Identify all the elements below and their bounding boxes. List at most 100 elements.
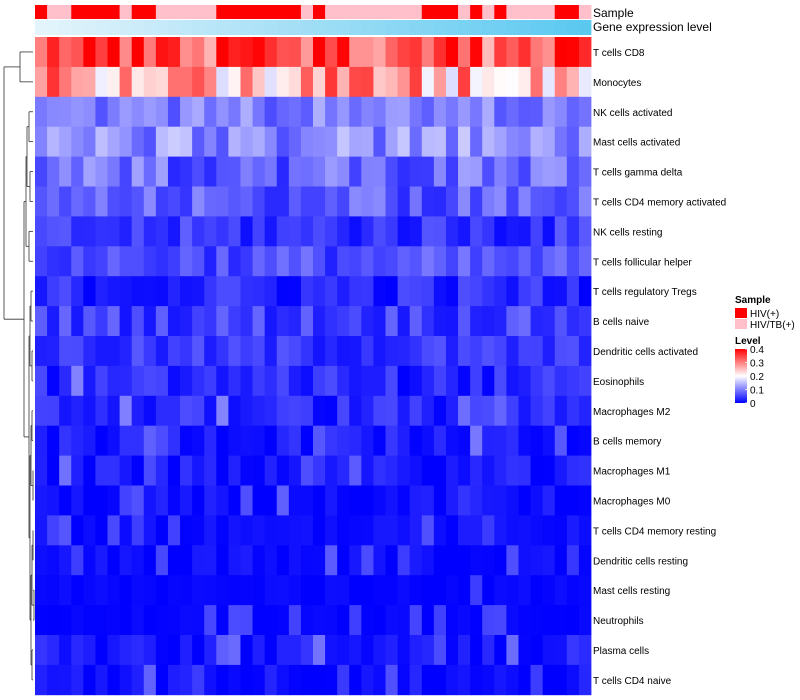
heatmap-cell bbox=[35, 485, 48, 516]
heatmap-cell bbox=[470, 515, 483, 546]
heatmap-cell bbox=[155, 336, 169, 367]
sample-annotation-cell bbox=[300, 5, 314, 19]
heatmap-cell bbox=[530, 664, 544, 696]
heatmap-cell bbox=[71, 96, 84, 128]
heatmap-cell bbox=[458, 66, 471, 98]
heatmap-cell bbox=[482, 126, 495, 157]
heatmap-cell bbox=[482, 545, 495, 576]
sample-annotation-cell bbox=[264, 5, 278, 19]
heatmap-cell bbox=[228, 156, 241, 187]
heatmap-cell bbox=[264, 96, 278, 128]
heatmap-cell bbox=[228, 485, 241, 516]
sample-annotation-cell bbox=[35, 5, 48, 19]
heatmap-cell bbox=[95, 186, 108, 217]
heatmap-cell bbox=[554, 186, 568, 217]
heatmap-cell bbox=[433, 365, 447, 397]
heatmap-cell bbox=[59, 216, 72, 247]
heatmap-cell bbox=[554, 66, 568, 98]
heatmap-cell bbox=[180, 455, 193, 486]
heatmap-cell bbox=[470, 395, 483, 427]
heatmap-cell bbox=[95, 336, 108, 367]
heatmap-cell bbox=[192, 455, 205, 486]
row-label: T cells CD4 memory activated bbox=[593, 197, 726, 208]
heatmap-cell bbox=[530, 126, 544, 157]
heatmap-cell bbox=[167, 485, 181, 516]
heatmap-cell bbox=[518, 455, 531, 486]
heatmap-cell bbox=[71, 545, 84, 576]
heatmap-cell bbox=[216, 246, 229, 277]
heatmap-cell bbox=[204, 515, 217, 546]
heatmap-cell bbox=[349, 96, 362, 128]
level-legend: Level 0.4 0.3 0.2 0.1 0 bbox=[735, 336, 764, 410]
heatmap-cell bbox=[482, 635, 495, 666]
heatmap-cell bbox=[409, 66, 423, 98]
heatmap-cell bbox=[180, 635, 193, 666]
heatmap-cell bbox=[216, 96, 229, 128]
heatmap-cell bbox=[494, 455, 507, 486]
heatmap-cell bbox=[264, 126, 278, 157]
heatmap-cell bbox=[300, 455, 314, 486]
heatmap-cell bbox=[385, 216, 399, 247]
heatmap-cell bbox=[458, 186, 471, 217]
heatmap-cell bbox=[578, 425, 592, 456]
row-label: Dendritic cells resting bbox=[593, 556, 688, 567]
heatmap-cell bbox=[216, 455, 229, 486]
heatmap-cell bbox=[95, 395, 108, 427]
heatmap-cell bbox=[518, 96, 531, 128]
heatmap-cell bbox=[530, 545, 544, 576]
heatmap-cell bbox=[506, 515, 519, 546]
heatmap-cell bbox=[421, 246, 435, 277]
heatmap-cell bbox=[204, 365, 217, 397]
heatmap-cell bbox=[216, 37, 229, 68]
heatmap-cell bbox=[373, 664, 386, 696]
heatmap-cell bbox=[131, 156, 145, 187]
heatmap-cell bbox=[518, 395, 531, 427]
heatmap-cell bbox=[445, 336, 459, 367]
heatmap-cell bbox=[506, 126, 519, 157]
heatmap-cell bbox=[95, 515, 108, 546]
heatmap-cell bbox=[155, 485, 169, 516]
heatmap-cell bbox=[71, 336, 84, 367]
heatmap-cell bbox=[542, 96, 556, 128]
heatmap-cell bbox=[482, 515, 495, 546]
heatmap-cell bbox=[494, 635, 507, 666]
heatmap-cell bbox=[107, 276, 121, 307]
heatmap-cell bbox=[421, 395, 435, 427]
heatmap-cell bbox=[167, 664, 181, 696]
heatmap-cell bbox=[385, 515, 399, 546]
gene-expression-cell bbox=[349, 20, 362, 35]
heatmap-cell bbox=[71, 515, 84, 546]
heatmap-cell bbox=[518, 246, 531, 277]
heatmap-cell bbox=[300, 395, 314, 427]
heatmap-cell bbox=[240, 66, 253, 98]
heatmap-cell bbox=[433, 336, 447, 367]
heatmap-cell bbox=[252, 216, 266, 247]
heatmap-cell bbox=[433, 635, 447, 666]
heatmap-cell bbox=[119, 605, 133, 636]
heatmap-cell bbox=[518, 635, 531, 666]
heatmap-cell bbox=[167, 336, 181, 367]
heatmap-cell bbox=[409, 515, 423, 546]
heatmap-cell bbox=[325, 455, 338, 486]
heatmap-cell bbox=[578, 336, 592, 367]
heatmap-cell bbox=[228, 545, 241, 576]
heatmap-cell bbox=[397, 336, 411, 367]
heatmap-cell bbox=[421, 186, 435, 217]
heatmap-cell bbox=[337, 96, 350, 128]
heatmap-cell bbox=[71, 485, 84, 516]
heatmap-cell bbox=[192, 276, 205, 307]
sample-annotation-cell bbox=[494, 5, 507, 19]
heatmap-cell bbox=[494, 515, 507, 546]
heatmap-cell bbox=[433, 246, 447, 277]
heatmap-cell bbox=[313, 545, 326, 576]
heatmap-cell bbox=[325, 635, 338, 666]
heatmap-cell bbox=[155, 545, 169, 576]
heatmap-cell bbox=[578, 306, 592, 337]
heatmap-cell bbox=[458, 664, 471, 696]
heatmap-cell bbox=[421, 545, 435, 576]
heatmap-cell bbox=[59, 365, 72, 397]
gene-expression-cell bbox=[71, 20, 84, 35]
heatmap-cell bbox=[397, 37, 411, 68]
heatmap-cell bbox=[458, 216, 471, 247]
heatmap-cell bbox=[578, 37, 592, 68]
